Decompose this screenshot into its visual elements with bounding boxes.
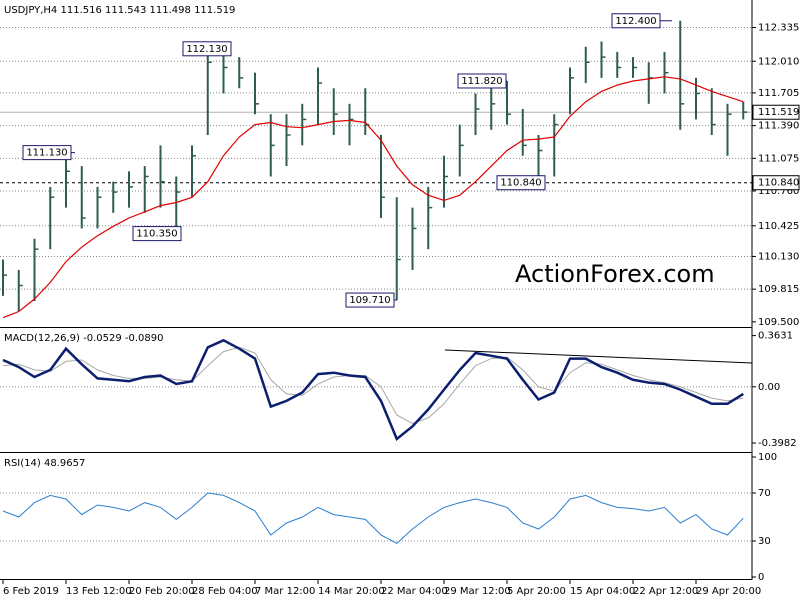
line xyxy=(2,346,744,425)
annotation-label: 111.820 xyxy=(461,76,502,87)
y-tick-label: 112.010 xyxy=(758,56,799,67)
y-tick-label: 109.500 xyxy=(758,317,799,328)
price-box xyxy=(752,175,800,191)
x-tick-label: 7 Mar 12:00 xyxy=(255,586,315,597)
x-tick-label: 22 Apr 12:00 xyxy=(633,586,698,597)
x-tick-label: 20 Feb 20:00 xyxy=(129,586,195,597)
x-tick-label: 15 Apr 04:00 xyxy=(570,586,635,597)
y-tick-label: 109.815 xyxy=(758,284,799,295)
y-tick-label: 100 xyxy=(758,452,777,463)
annotation-label: 109.710 xyxy=(349,295,390,306)
annotation-label: 112.400 xyxy=(615,16,656,27)
y-tick-label: 111.075 xyxy=(758,153,799,164)
y-tick-label: 110.760 xyxy=(758,186,799,197)
y-tick-label: 0.3631 xyxy=(758,331,793,342)
x-tick-label: 28 Feb 04:00 xyxy=(192,586,258,597)
line xyxy=(2,338,744,442)
y-tick-label: 110.130 xyxy=(758,251,799,262)
annotation-label: 110.350 xyxy=(136,229,177,240)
y-tick-label: 30 xyxy=(758,536,771,547)
panel-title: MACD(12,26,9) -0.0529 -0.0890 xyxy=(4,333,164,344)
y-tick-label: 110.425 xyxy=(758,221,799,232)
y-tick-label: 0 xyxy=(758,572,764,583)
panel-title: RSI(14) 48.9657 xyxy=(4,458,85,469)
annotation-box xyxy=(345,292,395,308)
price-box xyxy=(752,104,800,120)
watermark: ActionForex.com xyxy=(515,260,715,288)
x-tick-label: 6 Feb 2019 xyxy=(3,586,59,597)
y-tick-label: -0.3982 xyxy=(758,438,797,449)
annotation-label: 112.130 xyxy=(186,44,227,55)
annotation-box xyxy=(182,41,232,57)
line xyxy=(2,76,744,319)
annotation-box xyxy=(611,13,661,29)
x-tick-label: 14 Mar 20:00 xyxy=(318,586,385,597)
x-tick-label: 29 Mar 12:00 xyxy=(444,586,511,597)
chart-title: USDJPY,H4 111.516 111.543 111.498 111.51… xyxy=(4,5,235,16)
line xyxy=(2,492,744,545)
last-price-label: 111.519 xyxy=(758,107,799,118)
annotation-box xyxy=(132,226,182,242)
annotation-box xyxy=(457,73,507,89)
annotation-label: 111.130 xyxy=(26,148,67,159)
annotation-label: 110.840 xyxy=(500,178,541,189)
annotation-box xyxy=(496,175,546,191)
x-tick-label: 22 Mar 04:00 xyxy=(381,586,448,597)
y-tick-label: 111.705 xyxy=(758,88,799,99)
trend-line xyxy=(444,349,753,364)
x-tick-label: 13 Feb 12:00 xyxy=(66,586,132,597)
level-label: 110.840 xyxy=(758,178,799,189)
y-tick-label: 70 xyxy=(758,488,771,499)
annotation-box xyxy=(22,145,72,161)
y-tick-label: 112.335 xyxy=(758,23,799,34)
x-tick-label: 5 Apr 20:00 xyxy=(507,586,566,597)
y-tick-label: 0.00 xyxy=(758,382,780,393)
x-tick-label: 29 Apr 20:00 xyxy=(696,586,761,597)
y-tick-label: 111.390 xyxy=(758,121,799,132)
